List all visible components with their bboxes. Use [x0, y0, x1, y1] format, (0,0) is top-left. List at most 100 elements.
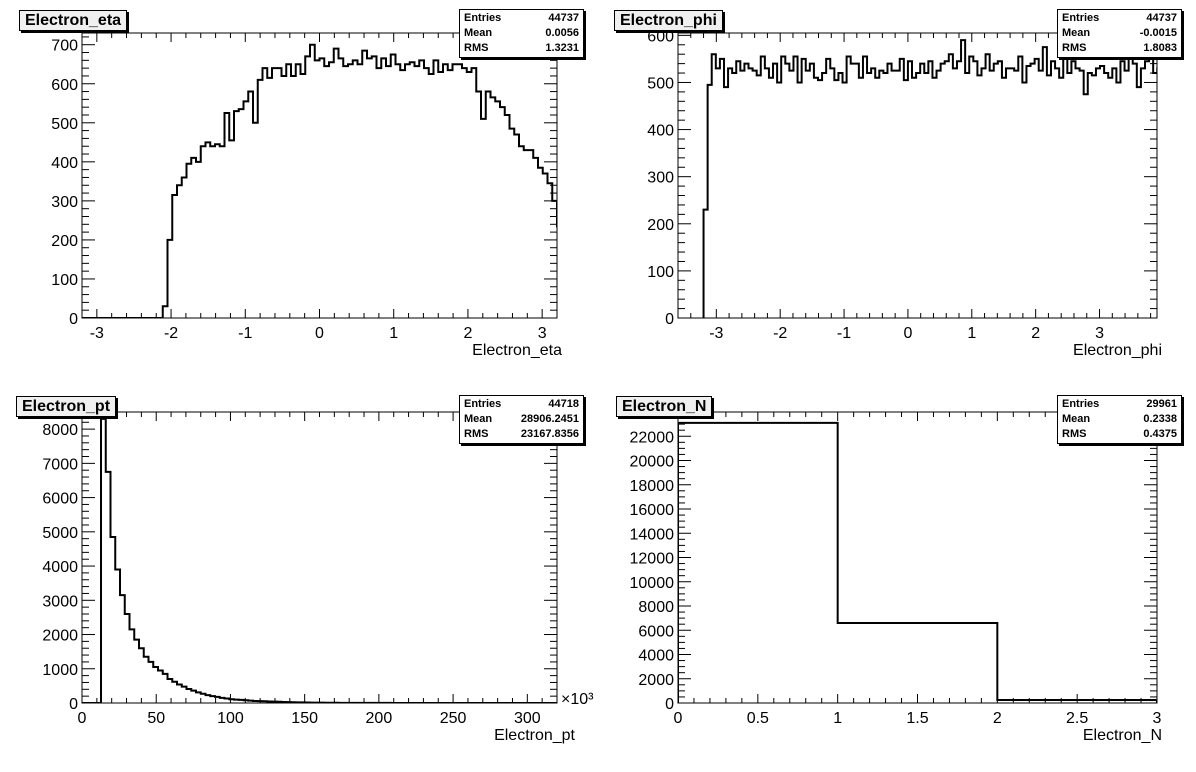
stats-row-rms: RMS 1.8083 [1062, 41, 1177, 56]
stats-label: Entries [464, 398, 502, 410]
y-tick-label: 0 [69, 311, 78, 328]
histogram-title: Electron_eta [19, 10, 128, 31]
stats-row-entries: Entries 44718 [464, 397, 579, 412]
x-axis-label: Electron_N [1083, 727, 1162, 744]
stats-box: Entries 44737 Mean 0.0056 RMS 1.3231 [459, 9, 584, 58]
x-tick-label: 200 [366, 710, 393, 727]
y-tick-label: 18000 [630, 478, 675, 495]
y-tick-label: 3000 [42, 593, 78, 610]
stats-value: 1.3231 [545, 42, 579, 54]
x-tick-label: 0 [903, 325, 912, 342]
stats-label: Mean [464, 27, 493, 39]
x-tick-label: 100 [217, 710, 244, 727]
x-tick-label: -3 [709, 325, 723, 342]
plot-frame [677, 32, 1158, 319]
x-tick-label: 0 [674, 710, 683, 727]
plot-frame [81, 411, 558, 704]
x-axis-multiplier: ×10³ [561, 691, 594, 708]
x-tick-label: 0 [78, 710, 87, 727]
x-tick-label: 3 [1095, 325, 1104, 342]
y-tick-label: 16000 [630, 502, 675, 519]
histogram-series [678, 421, 1157, 703]
stats-value: 44737 [548, 12, 579, 24]
stats-label: RMS [464, 42, 489, 54]
x-tick-label: 1.5 [906, 710, 928, 727]
stats-row-entries: Entries 44737 [464, 11, 579, 26]
stats-label: RMS [464, 428, 489, 440]
stats-row-entries: Entries 44737 [1062, 11, 1177, 26]
stats-label: RMS [1062, 428, 1087, 440]
y-tick-label: 500 [51, 116, 78, 133]
x-tick-label: 0 [315, 325, 324, 342]
histogram-title: Electron_N [616, 396, 713, 417]
stats-label: Entries [1062, 12, 1100, 24]
y-tick-label: 400 [51, 155, 78, 172]
stats-box: Entries 44737 Mean -0.0015 RMS 1.8083 [1057, 9, 1182, 58]
stats-label: Mean [1062, 27, 1091, 39]
y-tick-label: 400 [647, 123, 674, 140]
stats-row-rms: RMS 0.4375 [1062, 427, 1177, 442]
y-tick-label: 6000 [638, 623, 674, 640]
stats-label: Entries [1062, 398, 1100, 410]
y-tick-label: 2000 [42, 628, 78, 645]
stats-row-mean: Mean 28906.2451 [464, 412, 579, 427]
x-tick-label: -1 [837, 325, 851, 342]
y-tick-label: 22000 [630, 429, 675, 446]
stats-box: Entries 29961 Mean 0.2338 RMS 0.4375 [1057, 395, 1182, 444]
x-tick-label: -3 [90, 325, 104, 342]
stats-value: -0.0015 [1139, 27, 1177, 39]
y-tick-label: 4000 [42, 559, 78, 576]
histogram-series [82, 417, 557, 703]
y-tick-label: 20000 [630, 454, 675, 471]
stats-row-mean: Mean -0.0015 [1062, 26, 1177, 41]
x-tick-label: 1 [833, 710, 842, 727]
stats-value: 44737 [1146, 12, 1177, 24]
stats-value: 0.4375 [1143, 428, 1177, 440]
x-tick-label: 1 [967, 325, 976, 342]
x-tick-label: -2 [164, 325, 178, 342]
plot-frame [81, 32, 558, 319]
stats-label: RMS [1062, 42, 1087, 54]
y-tick-label: 0 [665, 311, 674, 328]
x-tick-label: 3 [538, 325, 547, 342]
x-tick-label: 2 [993, 710, 1002, 727]
y-tick-label: 8000 [638, 599, 674, 616]
y-tick-label: 600 [51, 77, 78, 94]
stats-value: 28906.2451 [520, 413, 579, 425]
stats-value: 1.8083 [1143, 42, 1177, 54]
histogram-title: Electron_phi [614, 10, 723, 31]
x-tick-label: 150 [291, 710, 318, 727]
y-tick-label: 200 [51, 233, 78, 250]
x-axis-label: Electron_eta [472, 342, 562, 359]
stats-label: Entries [464, 12, 502, 24]
stats-row-rms: RMS 1.3231 [464, 41, 579, 56]
histogram-series [82, 43, 557, 318]
stats-row-mean: Mean 0.0056 [464, 26, 579, 41]
x-tick-label: 3 [1153, 710, 1162, 727]
x-axis-label: Electron_pt [494, 727, 575, 744]
stats-row-mean: Mean 0.2338 [1062, 412, 1177, 427]
histogram-series [702, 39, 1157, 318]
y-tick-label: 0 [69, 696, 78, 713]
x-tick-label: 300 [514, 710, 541, 727]
y-tick-label: 14000 [630, 526, 675, 543]
y-tick-label: 7000 [42, 456, 78, 473]
y-tick-label: 6000 [42, 491, 78, 508]
y-tick-label: 200 [647, 217, 674, 234]
stats-row-entries: Entries 29961 [1062, 397, 1177, 412]
stats-row-rms: RMS 23167.8356 [464, 427, 579, 442]
histogram-title: Electron_pt [16, 396, 117, 417]
x-axis-label: Electron_phi [1073, 342, 1162, 359]
y-tick-label: 300 [51, 194, 78, 211]
stats-label: Mean [1062, 413, 1091, 425]
x-tick-label: 2 [463, 325, 472, 342]
stats-label: Mean [464, 413, 493, 425]
y-tick-label: 600 [647, 28, 674, 45]
x-tick-label: 2.5 [1066, 710, 1088, 727]
x-tick-label: 0.5 [747, 710, 769, 727]
y-tick-label: 100 [647, 264, 674, 281]
y-tick-label: 2000 [638, 672, 674, 689]
x-tick-label: 2 [1031, 325, 1040, 342]
y-tick-label: 1000 [42, 662, 78, 679]
